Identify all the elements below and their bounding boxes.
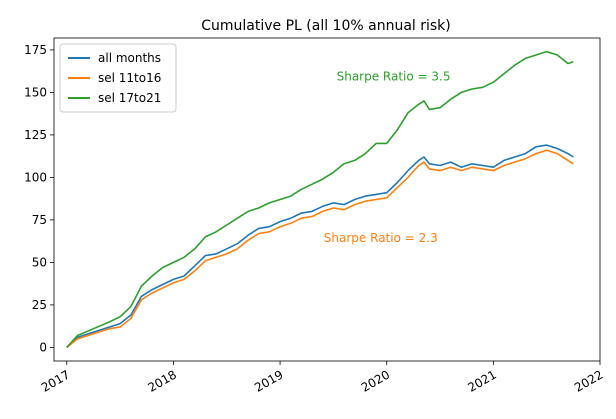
- legend-box: [59, 43, 177, 113]
- series-line-1: [66, 149, 574, 349]
- y-tick-label-50: 50: [32, 255, 47, 269]
- series-line-0: [66, 144, 574, 348]
- series-line-2: [66, 50, 574, 348]
- legend-label-0: all months: [98, 51, 161, 65]
- legend-label-1: sel 11to16: [98, 71, 161, 85]
- y-tick-label-75: 75: [32, 213, 47, 227]
- axes-frame: [53, 37, 601, 362]
- y-tick-label-125: 125: [24, 128, 47, 142]
- chart-title: Cumulative PL (all 10% annual risk): [201, 18, 451, 34]
- y-tick-label-175: 175: [24, 43, 47, 57]
- legend: all months sel 11to16 sel 17to21: [59, 43, 177, 113]
- sharpe-annotation-1: Sharpe Ratio = 2.3: [324, 231, 438, 245]
- y-tick-label-0: 0: [39, 340, 47, 354]
- legend-label-2: sel 17to21: [98, 91, 161, 105]
- annotations: Sharpe Ratio = 3.5 Sharpe Ratio = 2.3: [324, 70, 451, 246]
- sharpe-annotation-0: Sharpe Ratio = 3.5: [337, 70, 451, 84]
- y-tick-label-100: 100: [24, 170, 47, 184]
- y-tick-label-150: 150: [24, 85, 47, 99]
- y-tick-label-25: 25: [32, 298, 47, 312]
